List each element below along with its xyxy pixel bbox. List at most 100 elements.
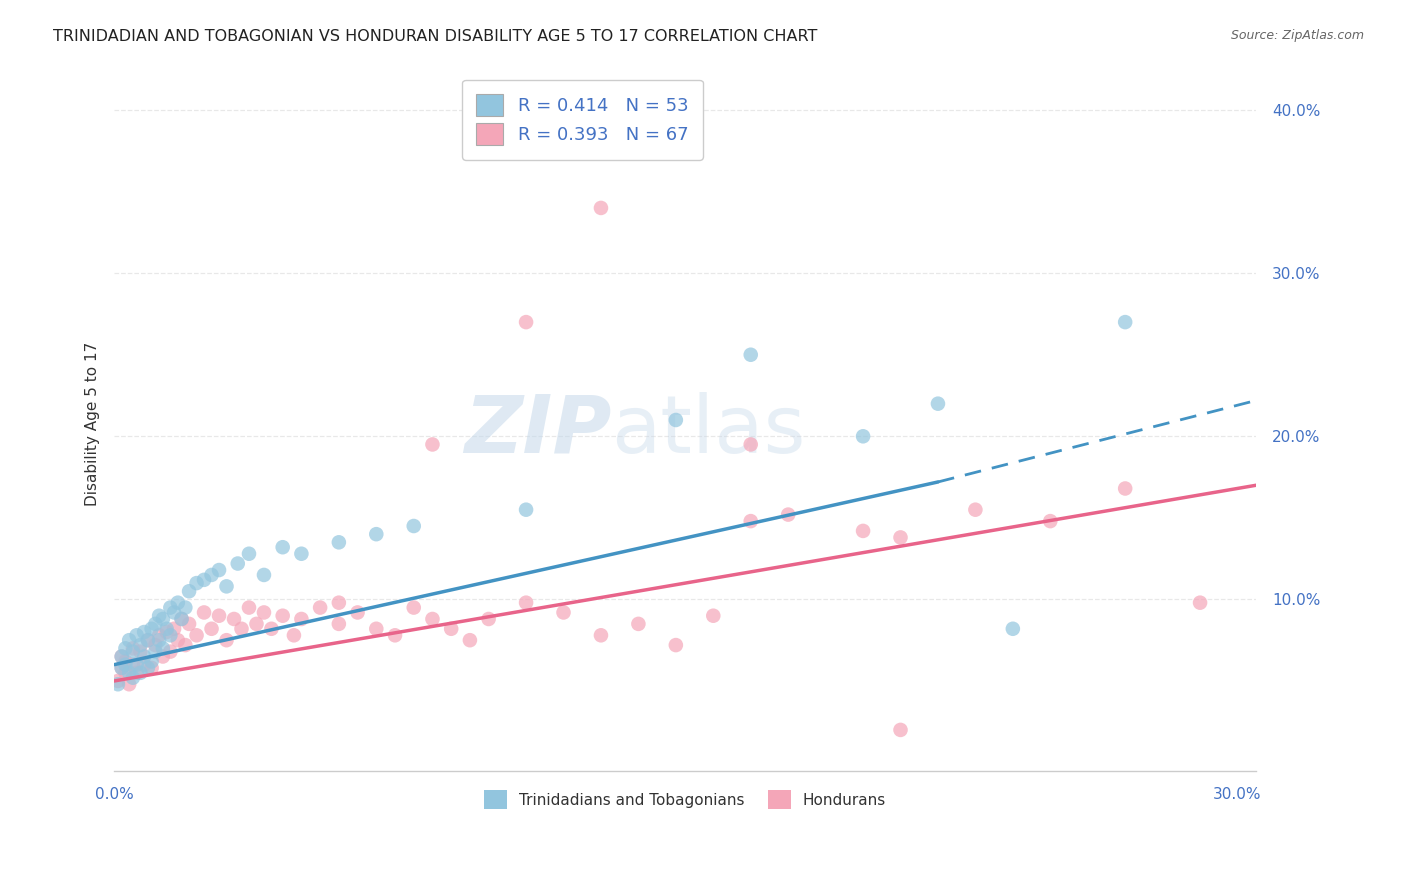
Point [627,616,650,631]
Point [852,429,875,443]
Point [328,596,350,610]
Point [665,638,688,652]
Point [965,502,987,516]
Legend: Trinidadians and Tobagonians, Hondurans: Trinidadians and Tobagonians, Hondurans [478,784,893,815]
Point [208,608,231,623]
Point [384,628,406,642]
Point [478,612,501,626]
Point [1039,514,1062,528]
Point [152,649,174,664]
Point [366,527,388,541]
Point [346,606,368,620]
Point [186,628,208,642]
Point [226,557,249,571]
Text: ZIP: ZIP [464,392,612,470]
Point [118,665,141,680]
Point [111,649,134,664]
Point [114,657,136,672]
Point [422,612,444,626]
Point [170,612,193,626]
Point [118,633,141,648]
Point [125,628,148,642]
Point [290,612,312,626]
Point [215,579,238,593]
Point [740,437,762,451]
Point [141,622,163,636]
Point [134,649,156,664]
Point [136,633,159,648]
Point [134,625,156,640]
Point [152,641,174,656]
Point [177,616,200,631]
Point [458,633,481,648]
Point [118,677,141,691]
Point [422,437,444,451]
Point [122,645,145,659]
Point [122,671,145,685]
Point [111,649,134,664]
Point [200,568,222,582]
Point [1189,596,1212,610]
Point [328,535,350,549]
Point [114,641,136,656]
Point [440,622,463,636]
Point [366,622,388,636]
Point [134,657,156,672]
Point [328,616,350,631]
Point [107,677,129,691]
Point [145,638,167,652]
Point [114,654,136,668]
Point [170,612,193,626]
Point [402,519,425,533]
Point [122,641,145,656]
Point [193,606,215,620]
Point [927,397,949,411]
Point [515,596,537,610]
Point [125,657,148,672]
Point [665,413,688,427]
Point [238,600,260,615]
Point [122,657,145,672]
Point [778,508,800,522]
Point [1114,482,1136,496]
Point [174,638,197,652]
Text: Source: ZipAtlas.com: Source: ZipAtlas.com [1230,29,1364,42]
Point [152,612,174,626]
Point [136,633,159,648]
Point [740,514,762,528]
Point [166,596,188,610]
Point [129,638,152,652]
Point [114,665,136,680]
Point [136,661,159,675]
Point [253,568,276,582]
Point [740,348,762,362]
Point [200,622,222,636]
Point [283,628,305,642]
Point [125,665,148,680]
Point [852,524,875,538]
Point [145,645,167,659]
Point [177,584,200,599]
Point [290,547,312,561]
Point [260,622,283,636]
Point [208,563,231,577]
Y-axis label: Disability Age 5 to 17: Disability Age 5 to 17 [86,342,100,506]
Point [159,645,181,659]
Point [163,622,186,636]
Point [889,723,911,737]
Point [589,628,612,642]
Point [174,600,197,615]
Point [589,201,612,215]
Text: TRINIDADIAN AND TOBAGONIAN VS HONDURAN DISABILITY AGE 5 TO 17 CORRELATION CHART: TRINIDADIAN AND TOBAGONIAN VS HONDURAN D… [53,29,818,44]
Point [702,608,724,623]
Point [553,606,575,620]
Point [215,633,238,648]
Point [141,661,163,675]
Point [159,600,181,615]
Point [141,654,163,668]
Point [231,622,253,636]
Point [238,547,260,561]
Point [145,616,167,631]
Point [129,645,152,659]
Point [245,616,267,631]
